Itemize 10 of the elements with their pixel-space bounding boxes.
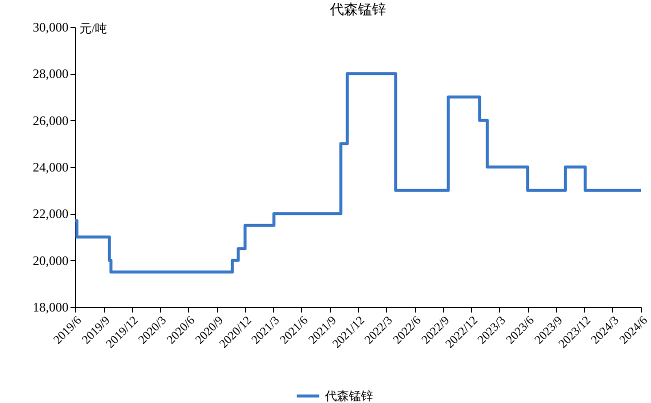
y-tick-label: 26,000 bbox=[32, 112, 68, 128]
y-tick-label: 30,000 bbox=[32, 20, 68, 34]
y-tick-label: 22,000 bbox=[32, 206, 68, 222]
y-tick-label: 20,000 bbox=[32, 252, 68, 268]
y-tick-label: 28,000 bbox=[32, 66, 68, 82]
legend-label: 代森锰锌 bbox=[324, 389, 373, 403]
chart-title: 代森锰锌 bbox=[329, 2, 386, 18]
y-tick-label: 18,000 bbox=[32, 300, 68, 314]
y-axis-title: 元/吨 bbox=[80, 22, 107, 36]
y-tick-label: 24,000 bbox=[32, 160, 68, 174]
